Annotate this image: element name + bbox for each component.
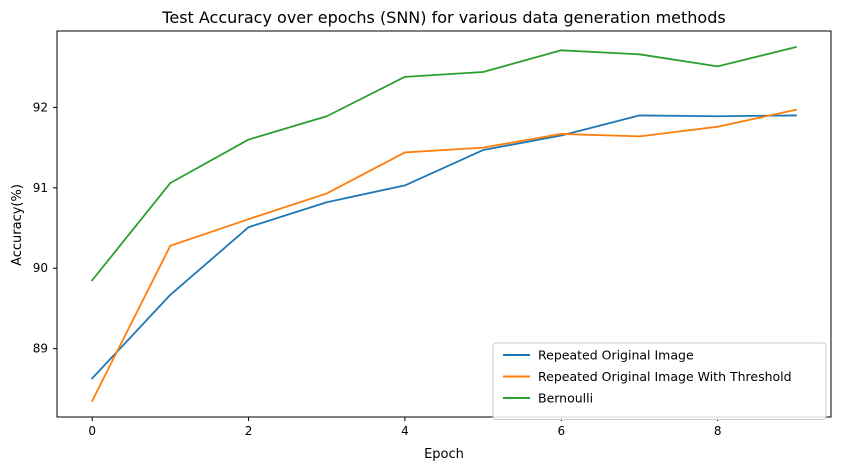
series-3-point xyxy=(482,71,484,73)
series-1-point xyxy=(482,149,484,151)
series-3-point xyxy=(91,279,93,282)
series-1-point xyxy=(795,114,797,117)
series-2-point xyxy=(795,109,797,111)
series-1-point xyxy=(169,293,172,296)
series-2-point xyxy=(91,400,93,402)
series-line-1 xyxy=(90,114,797,380)
series-3-point xyxy=(638,53,641,56)
x-axis-label: Epoch xyxy=(424,447,464,462)
legend: Repeated Original Image Repeated Original… xyxy=(492,342,827,420)
series-3-point xyxy=(325,115,328,118)
series-2-point xyxy=(247,218,250,220)
x-tick-label: 6 xyxy=(557,424,565,438)
series-2-point xyxy=(716,125,719,128)
series-line-3 xyxy=(90,45,797,282)
y-tick-label: 91 xyxy=(33,181,48,195)
y-axis-label: Accuracy(%) xyxy=(10,184,25,266)
series-3-point xyxy=(560,49,563,52)
series-2-point xyxy=(560,133,563,135)
series-3-point xyxy=(795,46,797,48)
series-3-point xyxy=(169,182,172,184)
plot-area: 0 2 4 6 8 89 90 91 92 xyxy=(33,30,832,438)
x-tick-label: 0 xyxy=(88,424,96,438)
legend-box xyxy=(492,342,827,420)
series-1-point xyxy=(716,115,719,118)
legend-label-1: Repeated Original Image xyxy=(538,348,694,363)
legend-label-2: Repeated Original Image With Threshold xyxy=(538,369,792,384)
series-2-point xyxy=(404,151,406,154)
series-1-point xyxy=(560,134,563,137)
x-tick-label: 4 xyxy=(401,424,409,438)
y-tick-label: 90 xyxy=(33,261,48,275)
legend-label-3: Bernoulli xyxy=(538,391,593,406)
x-tick-label: 2 xyxy=(245,424,253,438)
x-tick-label: 8 xyxy=(714,424,722,438)
y-tick-label: 89 xyxy=(33,342,48,356)
series-2-point xyxy=(638,135,641,138)
series-1-point xyxy=(638,114,641,117)
series-3-point xyxy=(716,65,719,68)
series-2-point xyxy=(169,244,172,247)
series-2-point xyxy=(482,146,484,149)
series-1-point xyxy=(247,226,250,229)
series-3-point xyxy=(247,138,250,141)
chart-title: Test Accuracy over epochs (SNN) for vari… xyxy=(161,8,725,27)
series-1-point xyxy=(325,201,328,204)
y-tick-label: 92 xyxy=(33,100,48,114)
series-line-2 xyxy=(90,108,797,403)
plot-frame xyxy=(56,30,832,418)
series-2-point xyxy=(325,192,328,195)
series-1-point xyxy=(91,377,93,380)
series-1-point xyxy=(404,184,406,187)
series-3-point xyxy=(404,76,406,78)
